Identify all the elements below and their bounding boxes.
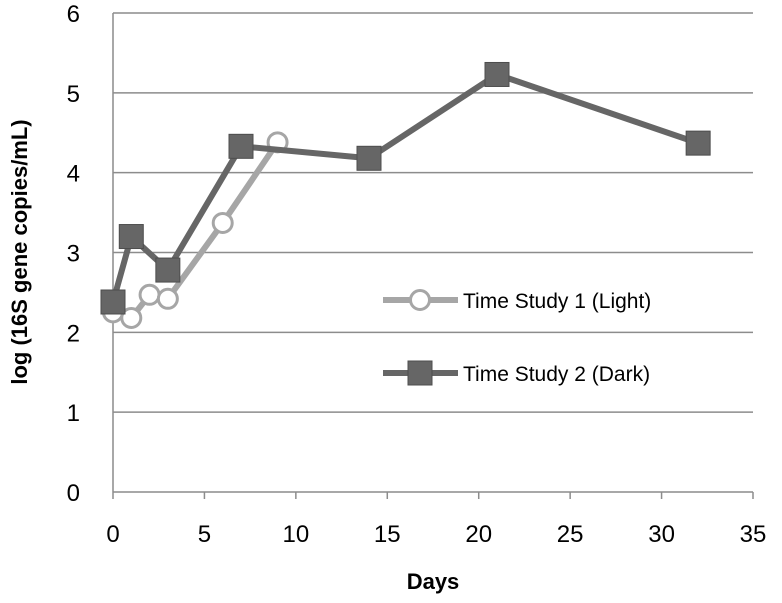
- series-1-point-3: [156, 287, 179, 310]
- series-2-point-0: [100, 289, 126, 315]
- x-axis-title: Days: [407, 569, 460, 594]
- legend-swatch-marker-1: [409, 289, 431, 311]
- y-tick-label-6: 6: [67, 1, 80, 28]
- y-tick-label-0: 0: [67, 480, 80, 507]
- legend-label-2: Time Study 2 (Dark): [463, 363, 650, 386]
- series-1-point-4: [211, 211, 234, 234]
- series-1-point-1: [120, 306, 143, 329]
- y-tick-label-1: 1: [67, 400, 80, 427]
- series-2-point-4: [356, 145, 382, 171]
- legend-item-1: Time Study 1 (Light): [383, 289, 651, 313]
- legend: Time Study 1 (Light) Time Study 2 (Dark): [383, 289, 651, 386]
- x-tick-label-30: 30: [648, 521, 675, 548]
- y-tick-label-3: 3: [67, 241, 80, 268]
- y-tick-labels: 0 1 2 3 4 5 6: [67, 1, 80, 507]
- series-2-point-1: [118, 224, 144, 250]
- y-tick-label-2: 2: [67, 320, 80, 347]
- legend-swatch-marker-2: [407, 360, 433, 386]
- series-2-point-2: [155, 257, 181, 283]
- axes: [112, 13, 754, 499]
- x-tick-label-10: 10: [283, 521, 310, 548]
- x-tick-label-15: 15: [374, 521, 401, 548]
- legend-label-1: Time Study 1 (Light): [463, 290, 651, 313]
- series-2-point-6: [685, 130, 711, 156]
- gridlines: [113, 12, 753, 413]
- series-1-point-2: [138, 283, 161, 306]
- x-tick-label-5: 5: [198, 521, 211, 548]
- y-tick-label-5: 5: [67, 81, 80, 108]
- series-group: [100, 61, 711, 329]
- x-tick-label-20: 20: [465, 521, 492, 548]
- series-2-line: [110, 71, 700, 303]
- y-tick-label-4: 4: [67, 161, 80, 188]
- y-axis-title: log (16S gene copies/mL): [7, 119, 32, 384]
- x-tick-label-35: 35: [740, 521, 767, 548]
- series-2-point-5: [484, 61, 510, 87]
- series-2: [100, 61, 711, 315]
- legend-item-2: Time Study 2 (Dark): [383, 360, 650, 386]
- series-2-point-3: [228, 133, 254, 159]
- x-tick-labels: 0 5 10 15 20 25 30 35: [106, 521, 766, 548]
- x-tick-label-0: 0: [106, 521, 119, 548]
- x-tick-label-25: 25: [557, 521, 584, 548]
